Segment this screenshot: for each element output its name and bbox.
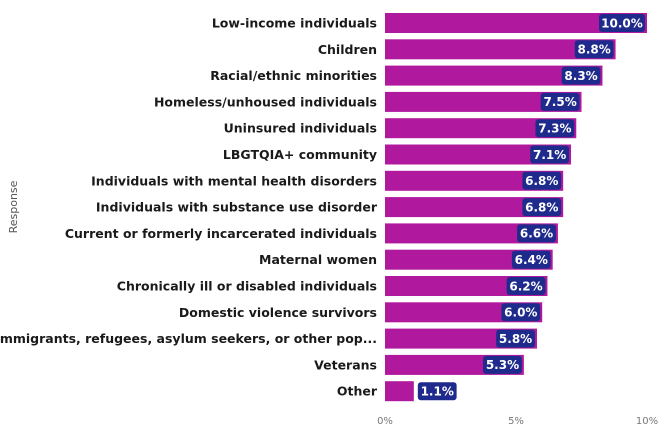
bar — [385, 197, 564, 218]
value-label-background — [561, 66, 601, 85]
y-axis-title: Response — [7, 180, 20, 233]
value-label: 5.3% — [486, 358, 519, 372]
category-label: Domestic violence survivors — [179, 305, 377, 320]
value-label-background — [506, 277, 546, 295]
value-label: 1.1% — [421, 385, 454, 399]
value-label: 8.3% — [564, 69, 597, 83]
x-tick-label: 0% — [377, 416, 393, 427]
bar — [385, 144, 572, 165]
value-label-background — [530, 145, 570, 164]
value-label-background — [540, 92, 580, 111]
value-label-background — [522, 198, 562, 217]
value-label: 5.8% — [499, 332, 532, 346]
category-label: Children — [318, 42, 377, 57]
value-label: 6.2% — [509, 279, 542, 293]
category-label: Immigrants, refugees, asylum seekers, or… — [0, 331, 377, 346]
category-label: LBGTQIA+ community — [223, 147, 377, 162]
category-label: Maternal women — [259, 252, 377, 267]
value-label-background — [496, 329, 535, 348]
value-label: 7.5% — [543, 95, 576, 109]
value-label: 6.8% — [525, 200, 558, 214]
value-label: 8.8% — [578, 43, 611, 57]
category-label: Individuals with substance use disorder — [96, 200, 378, 215]
value-label: 6.4% — [515, 253, 548, 267]
category-label: Low-income individuals — [212, 16, 377, 31]
bar — [385, 223, 558, 244]
value-label-background — [501, 303, 541, 322]
value-label: 6.0% — [504, 306, 537, 320]
x-tick-label: 5% — [508, 416, 524, 427]
value-label-background — [535, 119, 575, 138]
bar — [385, 249, 553, 270]
category-label: Racial/ethnic minorities — [210, 68, 377, 83]
category-label: Homeless/unhoused individuals — [154, 94, 377, 109]
value-label-background — [522, 171, 562, 190]
x-tick-label: 10% — [636, 416, 658, 427]
value-label-background — [483, 355, 522, 374]
value-label-background — [599, 14, 645, 32]
bar — [385, 39, 616, 60]
value-label: 7.3% — [538, 122, 571, 136]
value-label: 6.8% — [525, 174, 558, 188]
value-label: 6.6% — [520, 227, 553, 241]
value-label-background — [517, 224, 556, 243]
bar — [385, 65, 603, 86]
category-label: Current or formerly incarcerated individ… — [65, 226, 377, 241]
bar — [385, 381, 414, 402]
category-label: Individuals with mental health disorders — [91, 173, 377, 188]
category-label: Other — [337, 384, 378, 399]
category-label: Veterans — [314, 357, 377, 372]
value-label: 10.0% — [601, 16, 643, 30]
value-label-background — [417, 382, 457, 401]
category-label: Uninsured individuals — [224, 121, 377, 136]
value-label: 7.1% — [533, 148, 566, 162]
bar — [385, 91, 582, 112]
bar — [385, 170, 564, 191]
value-label-background — [511, 250, 551, 269]
bar — [385, 118, 577, 139]
bar — [385, 13, 647, 33]
value-label-background — [574, 40, 614, 59]
category-label: Chronically ill or disabled individuals — [117, 279, 377, 294]
